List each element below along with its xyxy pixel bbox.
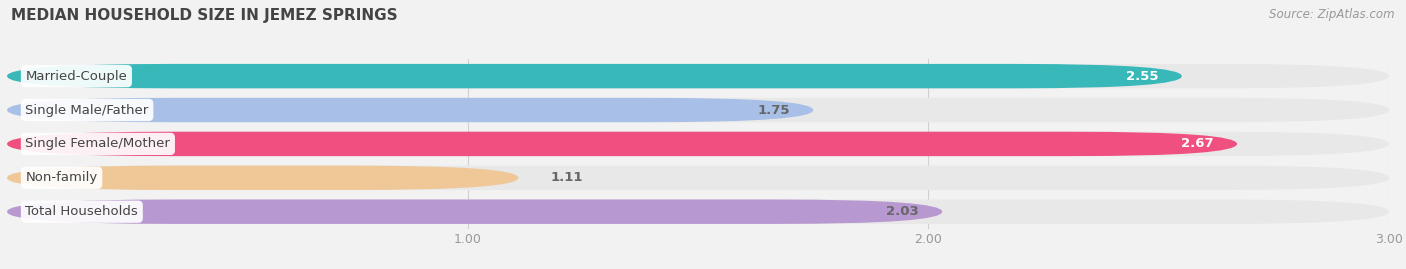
Text: 2.03: 2.03 [886, 205, 920, 218]
Text: 2.67: 2.67 [1181, 137, 1213, 150]
Text: Married-Couple: Married-Couple [25, 70, 128, 83]
Text: Single Female/Mother: Single Female/Mother [25, 137, 170, 150]
Text: 1.11: 1.11 [551, 171, 583, 184]
FancyBboxPatch shape [7, 132, 1389, 156]
Text: 2.55: 2.55 [1126, 70, 1159, 83]
FancyBboxPatch shape [7, 166, 519, 190]
FancyBboxPatch shape [7, 98, 1389, 122]
Text: Single Male/Father: Single Male/Father [25, 104, 149, 116]
FancyBboxPatch shape [7, 200, 942, 224]
FancyBboxPatch shape [7, 200, 1389, 224]
FancyBboxPatch shape [7, 166, 1389, 190]
Text: MEDIAN HOUSEHOLD SIZE IN JEMEZ SPRINGS: MEDIAN HOUSEHOLD SIZE IN JEMEZ SPRINGS [11, 8, 398, 23]
Text: Non-family: Non-family [25, 171, 97, 184]
FancyBboxPatch shape [7, 64, 1389, 88]
Text: Total Households: Total Households [25, 205, 138, 218]
Text: 1.75: 1.75 [758, 104, 790, 116]
FancyBboxPatch shape [7, 132, 1237, 156]
Text: Source: ZipAtlas.com: Source: ZipAtlas.com [1270, 8, 1395, 21]
FancyBboxPatch shape [7, 98, 813, 122]
FancyBboxPatch shape [7, 64, 1182, 88]
